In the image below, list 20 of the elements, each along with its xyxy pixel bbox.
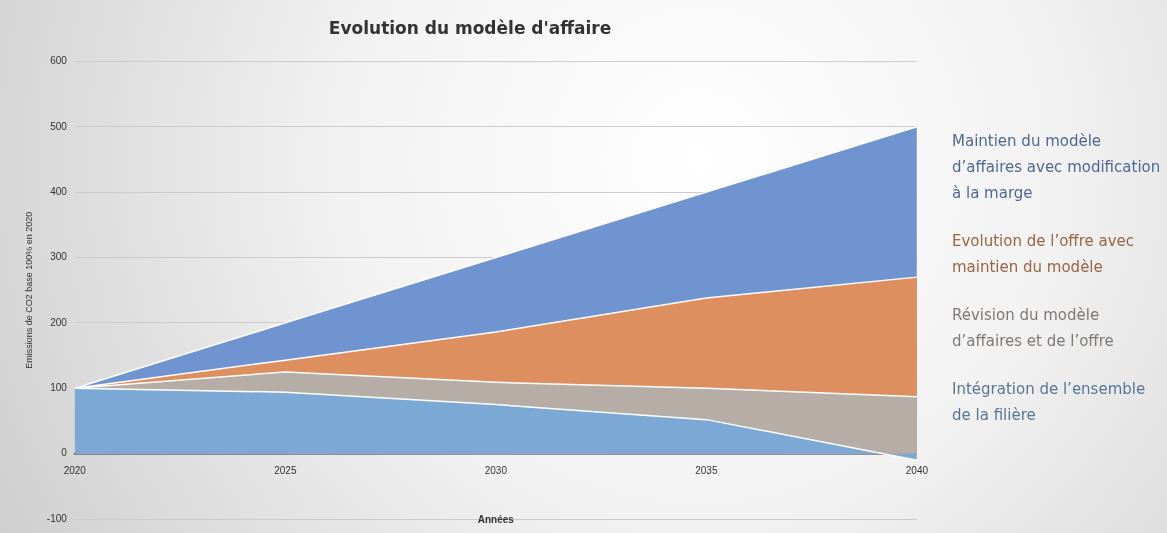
chart-title: Evolution du modèle d'affaire (328, 17, 612, 38)
text: Intégration de l’ensemble de la filière (952, 379, 1147, 426)
x-tick-label: 2040 (905, 465, 929, 477)
y-tick-label: 600 (50, 55, 68, 67)
x-tick-label: 2035 (695, 465, 718, 477)
x-tick-label: 2020 (63, 465, 87, 477)
y-tick-label: 100 (50, 382, 68, 394)
x-axis-title: Années (477, 513, 515, 525)
y-tick-label: 500 (50, 120, 68, 132)
y-tick-label: 400 (50, 185, 68, 197)
x-tick-label: 2025 (274, 465, 297, 477)
text: Maintien du modèle d’affaires avec modification à la marge (952, 131, 1162, 204)
text: Evolution de l’offre avec maintien du modèle (952, 231, 1136, 278)
y-tick-label: 300 (50, 251, 68, 263)
y-tick-label: 0 (61, 447, 68, 459)
text: Révision du modèle d’affaires et de l’offre (952, 305, 1115, 352)
y-tick-label: -100 (46, 512, 68, 524)
y-axis-title: Emissions de CO2 base 100% en 2020 (23, 211, 34, 369)
y-tick-label: 200 (50, 316, 68, 328)
x-tick-label: 2030 (484, 465, 508, 477)
